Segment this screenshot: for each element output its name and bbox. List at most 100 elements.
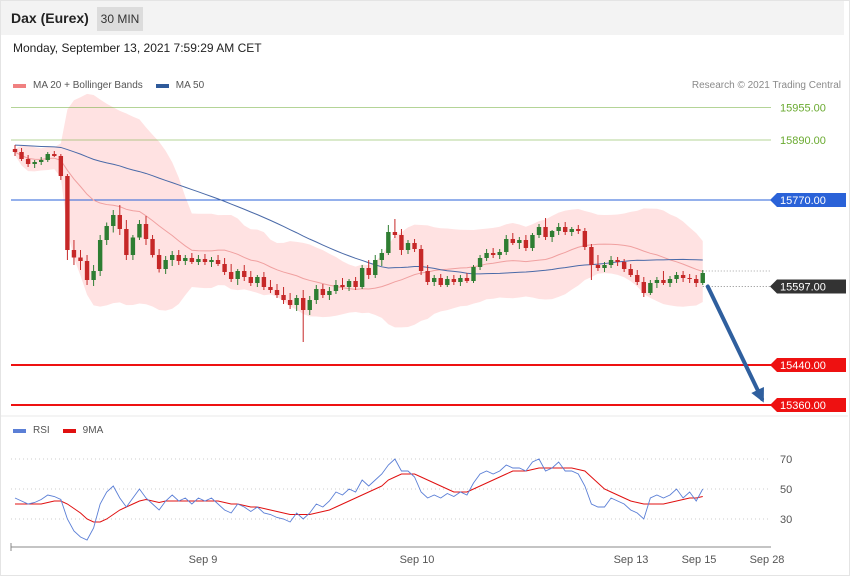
candle-body: [150, 239, 155, 255]
candle-body: [65, 176, 70, 250]
candle: [595, 255, 601, 271]
candle-body: [202, 259, 208, 262]
forecast-arrow: [705, 284, 764, 403]
candle: [58, 154, 64, 180]
candle: [242, 265, 247, 281]
candle: [556, 223, 561, 235]
candle: [359, 265, 365, 289]
ma50-line: [14, 144, 703, 275]
candle-body: [595, 265, 601, 268]
candle-body: [137, 224, 142, 238]
candle-body: [287, 300, 293, 305]
candle: [222, 258, 227, 275]
candle-body: [333, 285, 339, 291]
candle: [346, 279, 352, 291]
candle-body: [438, 278, 443, 285]
candle: [523, 235, 529, 251]
candle-body: [392, 232, 398, 235]
pivot-tag: [770, 193, 846, 207]
candle-body: [366, 268, 371, 275]
candle-body: [52, 154, 57, 156]
candle: [477, 255, 483, 270]
candle: [445, 276, 450, 287]
candle-body: [12, 149, 18, 152]
candle-body: [25, 159, 31, 164]
candle-body: [471, 267, 476, 281]
candle: [19, 148, 24, 161]
candle-body: [242, 271, 247, 277]
legend-ma50-swatch: [155, 83, 169, 88]
main-legend: MA 20 + Bollinger Bands MA 50: [13, 80, 204, 91]
candle-body: [477, 258, 483, 267]
candle: [84, 255, 90, 285]
candle-body: [373, 260, 378, 275]
candle-body: [530, 235, 535, 248]
candle: [674, 272, 679, 283]
forecast-arrow-head: [751, 386, 764, 403]
candle: [78, 250, 83, 270]
candle-body: [451, 279, 457, 282]
candle-body: [71, 250, 77, 258]
candle: [641, 277, 646, 297]
candle: [490, 248, 496, 258]
legend-ma50-label: MA 50: [175, 80, 205, 91]
candle: [268, 280, 273, 293]
candle: [71, 240, 77, 265]
rsi-legend: RSI 9MA: [13, 425, 103, 436]
candle-body: [490, 253, 496, 255]
candle: [405, 240, 411, 254]
candle-body: [687, 278, 692, 279]
candle-body: [39, 160, 44, 162]
candle-body: [517, 240, 522, 243]
timeframe-badge[interactable]: 30 MIN: [97, 7, 143, 31]
research-credit: Research © 2021 Trading Central: [691, 80, 841, 91]
candle-body: [117, 215, 122, 229]
rsi-line: [14, 458, 704, 541]
candle-body: [648, 283, 653, 293]
candle-body: [359, 268, 365, 287]
candle: [12, 145, 18, 156]
candle-body: [379, 253, 384, 260]
candle-body: [58, 156, 64, 176]
candle: [150, 235, 155, 258]
instrument-title: Dax (Eurex): [11, 10, 89, 26]
candle: [386, 225, 391, 255]
rsi-level-label-0: 70: [780, 454, 792, 466]
candle: [497, 249, 502, 259]
candle-body: [536, 227, 542, 235]
candle-body: [412, 243, 417, 249]
candle-body: [484, 253, 489, 258]
candle-body: [215, 260, 221, 264]
candle: [504, 235, 509, 255]
candle-body: [399, 235, 404, 250]
candle-body: [425, 271, 430, 282]
timestamp: Monday, September 13, 2021 7:59:29 AM CE…: [13, 41, 262, 55]
candle: [25, 155, 31, 167]
candle: [418, 245, 424, 275]
candle-body: [445, 279, 450, 285]
rsi-level-label-1: 50: [780, 484, 792, 496]
candle-body: [222, 264, 227, 272]
candle: [589, 244, 594, 280]
candle-body: [176, 255, 181, 261]
x-tick-label: Sep 13: [614, 554, 649, 566]
candle: [399, 229, 404, 255]
candle: [353, 277, 358, 290]
candle-body: [464, 278, 470, 281]
support-label-4: 15440.00: [780, 360, 826, 372]
candle: [170, 251, 175, 266]
candle-body: [340, 285, 345, 287]
candle-body: [196, 259, 201, 262]
candle: [124, 220, 129, 260]
x-tick-label: Sep 10: [400, 554, 435, 566]
legend-ma20-label: MA 20 + Bollinger Bands: [33, 80, 143, 91]
legend-rsi-label: RSI: [33, 425, 50, 436]
candle: [183, 255, 188, 265]
candle: [667, 276, 673, 287]
target-label-0: 15955.00: [780, 103, 826, 115]
candle: [294, 295, 299, 311]
candle: [65, 174, 70, 260]
candle: [228, 264, 234, 282]
candle-body: [563, 227, 568, 232]
candle-body: [281, 295, 286, 300]
